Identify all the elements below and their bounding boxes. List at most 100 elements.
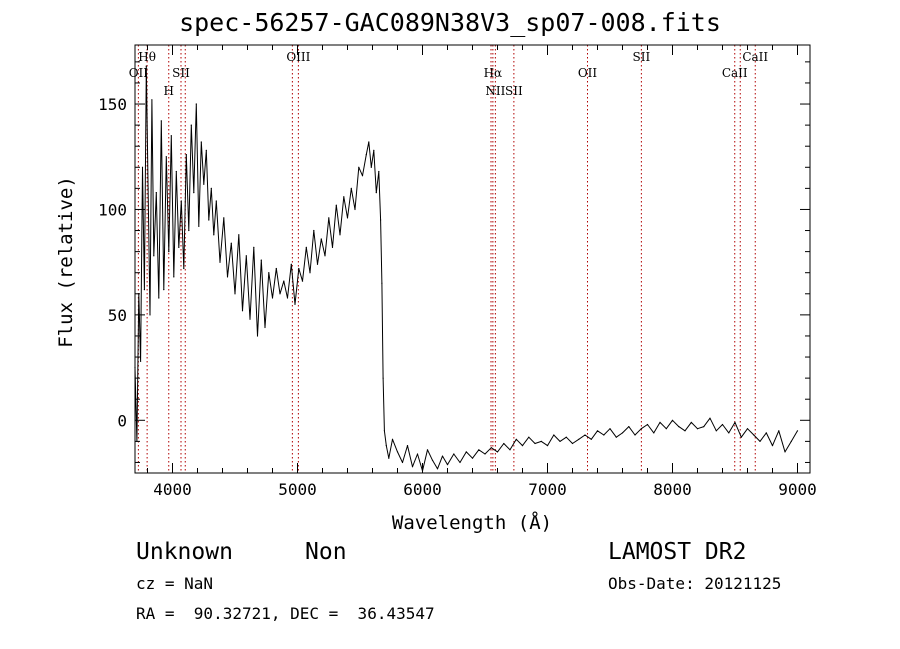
spectrum-point bbox=[279, 293, 281, 295]
spectrum-point bbox=[385, 445, 387, 447]
spectrum-point bbox=[684, 430, 686, 432]
spectrum-point bbox=[490, 447, 492, 449]
object-class: Unknown bbox=[136, 539, 233, 565]
spectrum-point bbox=[459, 461, 461, 464]
spectrum-point bbox=[659, 421, 661, 423]
spectrum-point bbox=[147, 187, 149, 189]
spectrum-point bbox=[370, 166, 372, 168]
spectrum-point bbox=[465, 451, 467, 453]
spectrum-point bbox=[678, 426, 680, 428]
spectrum-point bbox=[205, 149, 207, 151]
line-marker-label-0: OII bbox=[129, 66, 149, 80]
spectrum-point bbox=[241, 310, 244, 312]
survey-name: LAMOST DR2 bbox=[608, 539, 747, 565]
spectrum-point bbox=[253, 246, 255, 248]
spectrum-point bbox=[771, 445, 774, 447]
spectrum-point bbox=[721, 423, 724, 426]
spectrum-point bbox=[559, 440, 561, 442]
spectrum-point bbox=[158, 297, 160, 299]
spectrum-point bbox=[328, 217, 330, 219]
x-tick-label: 8000 bbox=[653, 480, 692, 499]
y-tick-label: 50 bbox=[108, 306, 127, 325]
spectrum-point bbox=[411, 466, 414, 468]
spectrum-point bbox=[219, 261, 221, 263]
line-marker-label-11: OII bbox=[578, 66, 598, 80]
object-subclass: Non bbox=[305, 539, 347, 565]
spectrum-point bbox=[426, 449, 429, 451]
x-tick-label: 7000 bbox=[528, 480, 567, 499]
spectrum-point bbox=[309, 272, 311, 274]
line-marker-label-8: Hα bbox=[484, 66, 503, 80]
spectrum-point bbox=[208, 219, 210, 221]
spectrum-point bbox=[320, 238, 322, 240]
spectrum-point bbox=[553, 434, 555, 436]
spectrum-point bbox=[234, 293, 236, 295]
spectrum-point bbox=[294, 303, 296, 305]
spectrum-point bbox=[149, 314, 151, 316]
spectrum-point bbox=[628, 426, 630, 428]
spectrum-point bbox=[596, 430, 599, 432]
spectrum-point bbox=[249, 318, 251, 320]
line-marker-label-12: SII bbox=[633, 50, 651, 64]
spectrum-point bbox=[175, 170, 177, 173]
spectrum-point bbox=[746, 428, 749, 430]
spectrum-point bbox=[615, 436, 617, 438]
spectrum-point bbox=[271, 297, 274, 299]
spectrum-point bbox=[603, 434, 605, 436]
spectrum-point bbox=[634, 434, 636, 436]
spectrum-point bbox=[268, 272, 270, 274]
spectrum-point bbox=[264, 326, 266, 329]
spectrum-point bbox=[185, 154, 187, 156]
chart-title: spec-56257-GAC089N38V3_sp07-008.fits bbox=[179, 8, 721, 37]
spectrum-point bbox=[778, 430, 780, 432]
spectrum-point bbox=[665, 428, 667, 430]
spectrum-point bbox=[391, 438, 394, 440]
spectrum-point bbox=[590, 438, 592, 440]
axis-tick-labels: 4000 5000 6000 7000 8000 9000 0 50 100 150 bbox=[98, 95, 817, 499]
spectrum-point bbox=[565, 436, 567, 438]
spectrum-point bbox=[790, 440, 792, 442]
spectrum-point bbox=[416, 453, 419, 455]
spectrum-point bbox=[331, 246, 334, 248]
x-tick-label: 4000 bbox=[153, 480, 192, 499]
spectrum-point bbox=[401, 461, 404, 464]
y-axis-label: Flux (relative) bbox=[55, 176, 77, 348]
spectrum-point bbox=[609, 428, 611, 430]
spectrum-point bbox=[571, 442, 574, 445]
spectrum-point bbox=[765, 432, 767, 434]
plot-frame bbox=[134, 44, 811, 474]
spectrum-point bbox=[484, 453, 486, 455]
x-tick-label: 9000 bbox=[778, 480, 817, 499]
spectrum-point bbox=[646, 423, 649, 426]
spectrum-point bbox=[453, 453, 455, 455]
spectrum-point bbox=[478, 449, 480, 451]
spectrum-point bbox=[373, 149, 375, 151]
spectrum-point bbox=[753, 434, 755, 436]
spectrum-point bbox=[696, 428, 699, 430]
spectrum-point bbox=[193, 192, 195, 194]
spectrum-point bbox=[335, 204, 337, 206]
spectrum-series bbox=[134, 65, 799, 472]
spectrum-point bbox=[496, 451, 499, 453]
spectrum-point bbox=[200, 141, 202, 143]
spectrum-point bbox=[286, 297, 289, 299]
spectrum-point bbox=[226, 276, 229, 278]
spectrum-point bbox=[381, 282, 383, 284]
spectrum-point bbox=[290, 263, 292, 265]
spectrum-point bbox=[230, 242, 232, 244]
spectrum-point bbox=[375, 192, 377, 194]
spectrum-point bbox=[339, 234, 341, 236]
spectrum-point bbox=[215, 200, 217, 202]
spectrum-point bbox=[256, 335, 259, 337]
spectrum-point bbox=[728, 432, 730, 434]
spectrum-point bbox=[350, 187, 352, 189]
spectrum-point bbox=[245, 255, 247, 257]
redshift-label: cz = NaN bbox=[136, 574, 214, 593]
spectrum-point bbox=[160, 120, 162, 122]
spectrum-point bbox=[671, 419, 674, 421]
spectrum-point bbox=[578, 438, 580, 440]
spectrum-point bbox=[143, 289, 145, 291]
spectrum-point bbox=[388, 457, 390, 459]
spectrum-point bbox=[368, 141, 370, 143]
